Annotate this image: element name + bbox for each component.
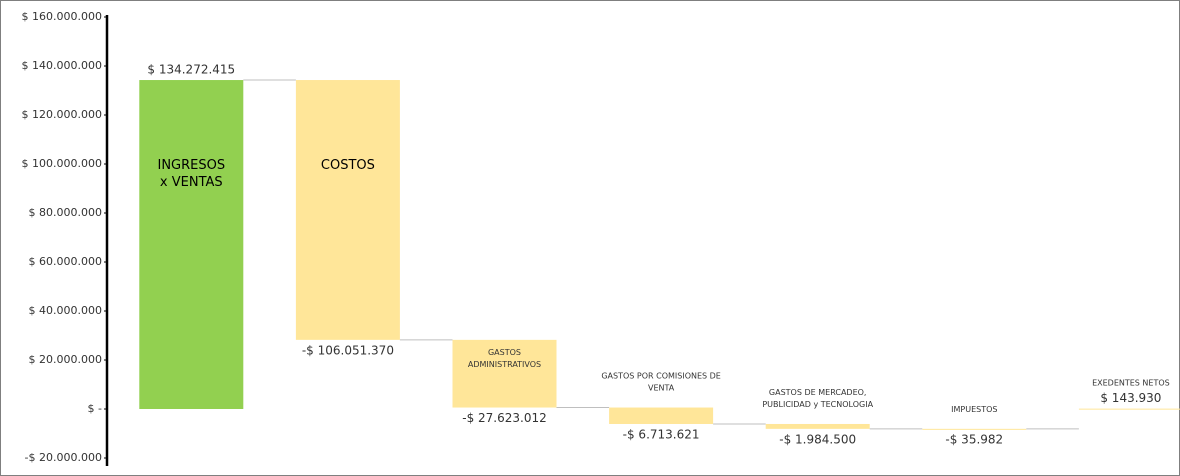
value-label: -$ 35.982 [945, 432, 1003, 446]
y-tick-label: $ 80.000.000 [29, 206, 102, 219]
category-line: ADMINISTRATIVOS [468, 359, 541, 368]
category-label: INGRESOS x VENTAS [157, 158, 225, 190]
value-label: $ 143.930 [1100, 391, 1161, 405]
value-label: $ 134.272.415 [147, 63, 235, 77]
category-line: IMPUESTOS [951, 404, 997, 413]
y-tick-label: $ 20.000.000 [29, 353, 102, 366]
value-label: -$ 6.713.621 [623, 427, 700, 441]
category-label: COSTOS [321, 158, 375, 173]
bar [452, 339, 557, 408]
category-label: IMPUESTOS [951, 404, 997, 413]
y-tick-label: $ 100.000.000 [22, 157, 102, 170]
category-line: EXEDENTES NETOS [1092, 378, 1170, 387]
y-tick-label: $ 60.000.000 [29, 255, 102, 268]
y-tick-label: $ 40.000.000 [29, 304, 102, 317]
bar [922, 428, 1027, 430]
y-tick-label: $ 120.000.000 [22, 108, 102, 121]
bar [139, 80, 244, 409]
category-label: GASTOS POR COMISIONES DE VENTA [601, 371, 721, 392]
value-label: -$ 1.984.500 [779, 432, 856, 446]
bar [1078, 408, 1180, 410]
category-label: GASTOS DE MERCADEO, PUBLICIDAD y TECNOLOG… [762, 387, 873, 408]
category-line: GASTOS DE MERCADEO, [769, 387, 867, 396]
category-line: VENTA [648, 383, 675, 392]
y-tick-label: $ - [88, 402, 102, 415]
category-label: EXEDENTES NETOS [1092, 378, 1170, 387]
value-label: -$ 106.051.370 [302, 343, 394, 357]
y-tick-label: -$ 20.000.000 [25, 451, 102, 464]
category-line: x VENTAS [160, 175, 223, 190]
value-label: -$ 27.623.012 [462, 411, 547, 425]
category-line: INGRESOS [157, 158, 225, 173]
category-label: GASTOS ADMINISTRATIVOS [468, 347, 541, 368]
y-tick-label: $ 160.000.000 [22, 10, 102, 23]
category-line: COSTOS [321, 158, 375, 173]
category-line: GASTOS POR COMISIONES DE [601, 371, 721, 380]
bar [765, 423, 870, 429]
bar [609, 407, 714, 424]
category-line: PUBLICIDAD y TECNOLOGIA [762, 399, 873, 408]
category-line: GASTOS [488, 347, 521, 356]
y-tick-label: $ 140.000.000 [22, 59, 102, 72]
bar [295, 80, 400, 340]
